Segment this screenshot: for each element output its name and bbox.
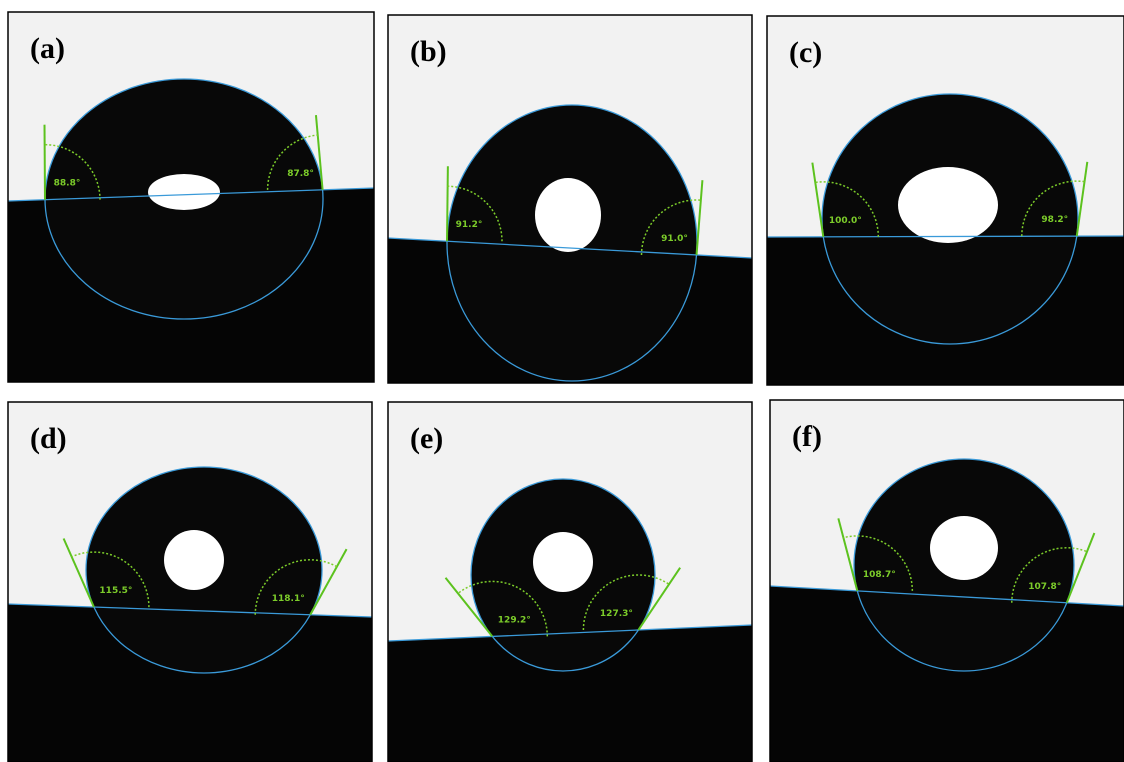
- angle-value: 127.3°: [600, 609, 633, 619]
- panel-label: (b): [410, 35, 447, 68]
- angle-value: 118.1°: [272, 594, 305, 604]
- angle-value: 91.2°: [456, 220, 483, 230]
- angle-value: 91.0°: [661, 234, 688, 244]
- panel: 129.2° 127.3° (e): [388, 402, 752, 762]
- highlight: [930, 516, 998, 580]
- panel-label: (c): [789, 36, 822, 69]
- panel: 91.2° 91.0° (b): [388, 15, 752, 383]
- angle-value: 108.7°: [863, 570, 896, 580]
- panel-image: 108.7° 107.8°: [770, 400, 1124, 762]
- angle-value: 100.0°: [829, 216, 862, 226]
- panel-image: 88.8° 87.8°: [8, 12, 374, 382]
- panel: 108.7° 107.8° (f): [770, 400, 1124, 762]
- figure: 88.8° 87.8° (a) 91.2° 91.0° (b) 100.0° 98.2° (c)…: [0, 0, 1124, 762]
- panel: 115.5° 118.1° (d): [8, 402, 372, 762]
- panel: 100.0° 98.2° (c): [767, 16, 1124, 385]
- panel-label: (d): [30, 422, 67, 455]
- angle-value: 98.2°: [1041, 215, 1068, 225]
- panel-image: 115.5° 118.1°: [8, 402, 372, 762]
- highlight: [148, 174, 220, 210]
- panel-label: (a): [30, 32, 65, 65]
- angle-value: 115.5°: [99, 586, 132, 596]
- panel-image: 100.0° 98.2°: [767, 16, 1124, 385]
- panel-image: 91.2° 91.0°: [388, 15, 752, 383]
- panel-image: 129.2° 127.3°: [388, 402, 752, 762]
- highlight: [535, 178, 601, 252]
- tangent-line: [447, 166, 448, 241]
- highlight: [898, 167, 998, 243]
- angle-value: 87.8°: [287, 169, 314, 179]
- panel-label: (f): [792, 420, 822, 453]
- panel: 88.8° 87.8° (a): [8, 12, 374, 382]
- angle-value: 107.8°: [1028, 582, 1061, 592]
- highlight: [533, 532, 593, 592]
- panel-label: (e): [410, 422, 443, 455]
- angle-value: 88.8°: [54, 179, 81, 189]
- highlight: [164, 530, 224, 590]
- angle-value: 129.2°: [498, 615, 531, 625]
